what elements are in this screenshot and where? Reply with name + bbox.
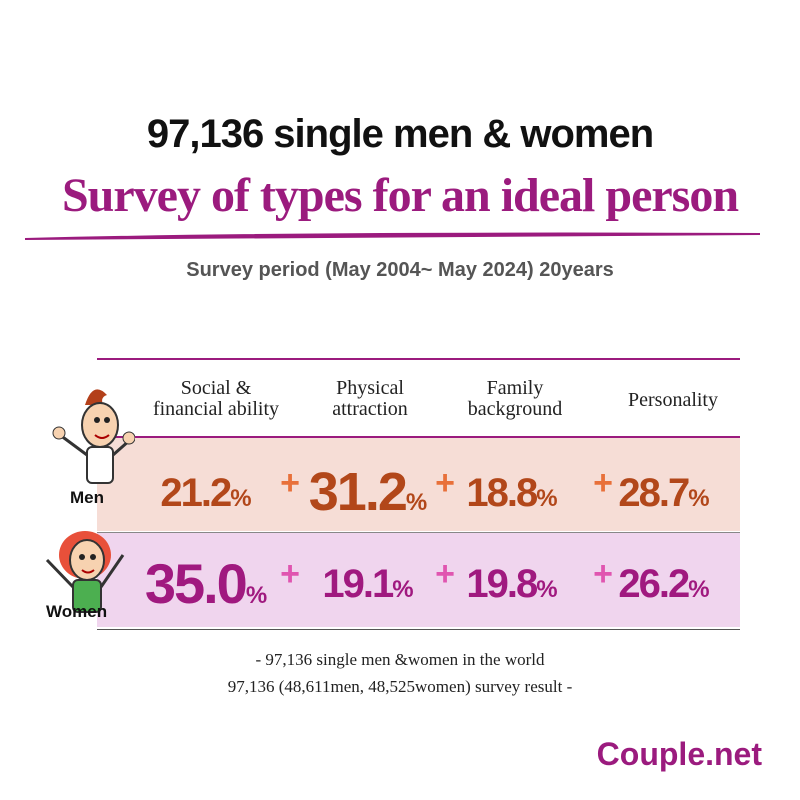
footnote: 97,136 (48,611men, 48,525women) survey r…: [227, 677, 573, 696]
value-number: 19.8: [466, 562, 538, 607]
woman-icon: [45, 531, 125, 613]
survey-period: Survey period (May 2004~ May 2024) 20yea…: [186, 259, 614, 281]
value-number: 19.1: [322, 562, 394, 607]
value-number: 18.8: [466, 471, 538, 516]
value-unit: %: [245, 582, 268, 609]
column-header: Personality: [628, 389, 718, 411]
swoosh: [24, 232, 761, 240]
plus-sign: +: [280, 555, 300, 593]
value-unit: %: [230, 485, 252, 513]
value-number: 31.2: [308, 462, 408, 523]
value-cell: 19.8%: [437, 562, 587, 607]
value-unit: %: [536, 576, 558, 604]
men-row-bg: [97, 437, 740, 531]
footnote: - 97,136 single men &women in the world: [255, 650, 545, 669]
column-header: Family background: [467, 377, 563, 420]
value-number: 21.2: [160, 471, 232, 516]
value-cell: 21.2%: [131, 471, 281, 516]
value-cell: 35.0%: [131, 551, 281, 616]
women-row-bg: [97, 533, 740, 627]
rule: [97, 358, 740, 360]
headline: 97,136 single men & women: [146, 112, 654, 156]
row-label: Men: [70, 488, 104, 507]
title: Survey of types for an ideal person: [61, 169, 739, 222]
man-icon: [52, 389, 135, 484]
value-unit: %: [392, 576, 414, 604]
row-label: Women: [46, 602, 108, 621]
value-cell: 28.7%: [589, 471, 739, 516]
plus-sign: +: [593, 555, 613, 593]
plus-sign: +: [435, 464, 455, 502]
value-unit: %: [536, 485, 558, 513]
value-cell: 31.2%: [293, 461, 443, 523]
value-unit: %: [405, 489, 428, 517]
rule: [97, 532, 740, 533]
value-cell: 19.1%: [293, 562, 443, 607]
plus-sign: +: [435, 555, 455, 593]
value-number: 35.0: [144, 552, 248, 615]
rule: [97, 629, 740, 630]
rule: [97, 436, 740, 438]
plus-sign: +: [280, 464, 300, 502]
column-header: Social & financial ability: [152, 377, 280, 420]
value-number: 26.2: [618, 562, 690, 607]
column-header: Physical attraction: [332, 377, 408, 420]
brand[interactable]: Couple.net: [596, 736, 762, 772]
plus-sign: +: [593, 464, 613, 502]
value-unit: %: [688, 485, 710, 513]
value-unit: %: [688, 576, 710, 604]
value-number: 28.7: [618, 471, 690, 516]
value-cell: 26.2%: [589, 562, 739, 607]
value-cell: 18.8%: [437, 471, 587, 516]
